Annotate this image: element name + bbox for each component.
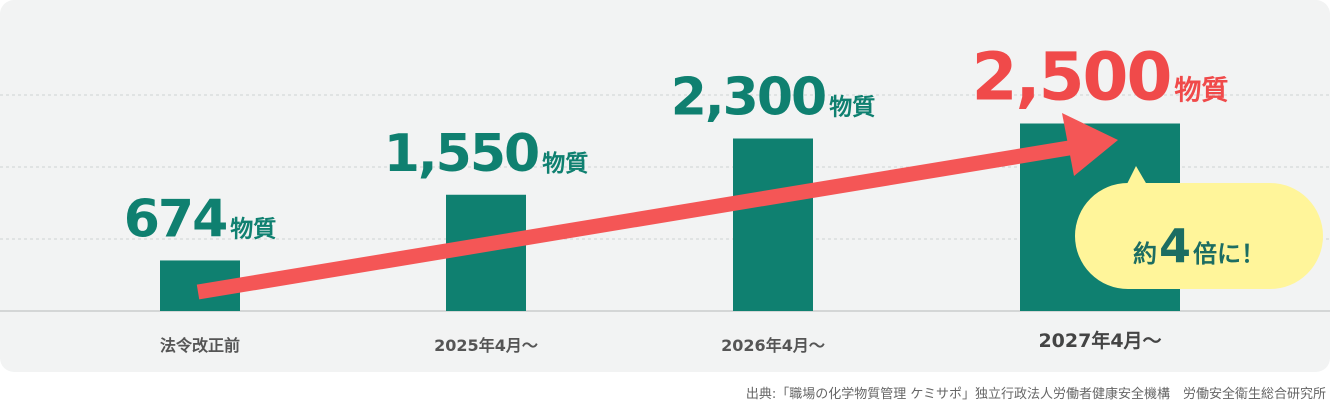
- panel: [0, 0, 1330, 372]
- value-label: 2,500 物質: [972, 39, 1229, 116]
- value-label: 674 物質: [124, 189, 277, 249]
- value-number: 674: [124, 189, 227, 249]
- x-tick-label: 法令改正前: [160, 336, 240, 355]
- callout-text: 約4倍に！: [1133, 219, 1265, 273]
- arrow-shaft: [196, 139, 1077, 300]
- x-tick-label: 2025年4月～: [434, 336, 538, 355]
- value-label: 1,550 物質: [384, 124, 588, 184]
- callout-suffix: 倍に！: [1193, 240, 1265, 268]
- callout-prefix: 約: [1133, 240, 1157, 268]
- value-unit: 物質: [542, 150, 588, 177]
- value-number: 2,500: [972, 39, 1171, 116]
- callout-bubble: [1075, 183, 1323, 289]
- value-unit: 物質: [829, 94, 875, 121]
- value-number: 1,550: [384, 124, 538, 184]
- callout: 約4倍に！: [1075, 166, 1323, 289]
- value-unit: 物質: [230, 215, 276, 242]
- value-label: 2,300 物質: [671, 68, 875, 128]
- callout-number: 4: [1159, 219, 1191, 273]
- value-number: 2,300: [671, 68, 825, 128]
- source: 出典:「職場の化学物質管理 ケミサポ」独立行政法人労働者健康安全機構 労働安全衛…: [746, 386, 1326, 402]
- x-tick-label: 2027年4月～: [1038, 329, 1161, 352]
- growth-arrow: [196, 113, 1118, 300]
- arrow-head: [1062, 113, 1118, 176]
- bar: [733, 138, 813, 311]
- value-unit: 物質: [1174, 76, 1228, 107]
- x-tick-label: 2026年4月～: [721, 336, 825, 355]
